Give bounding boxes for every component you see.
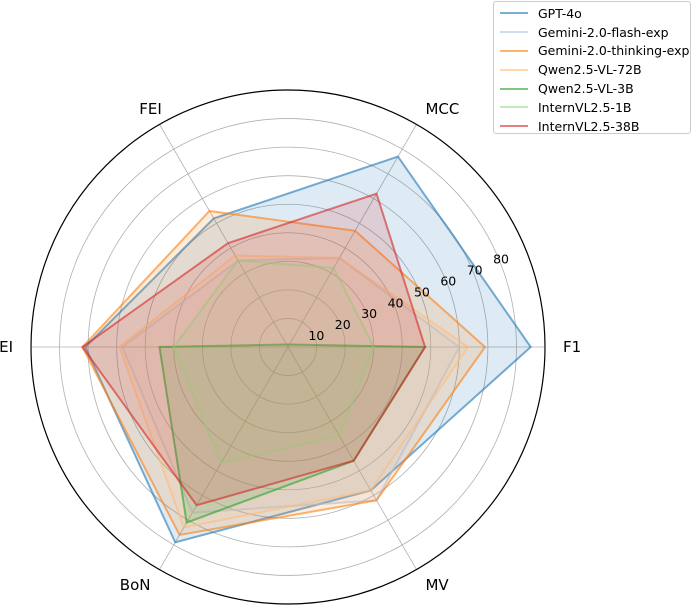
radial-tick-label: 60 xyxy=(440,273,456,288)
radial-tick-label: 70 xyxy=(467,263,483,278)
spoke-mv xyxy=(287,346,417,570)
legend-item-gpt-4o: GPT-4o xyxy=(500,4,684,23)
axis-label-bon: BoN xyxy=(120,576,151,594)
legend-swatch xyxy=(500,49,528,52)
legend-swatch xyxy=(500,106,528,109)
series-line-internvl2-5-38b xyxy=(81,192,427,507)
axis-label-aei: AEI xyxy=(0,338,13,356)
spoke-mcc xyxy=(287,124,417,348)
series-fill-qwen2-5-vl-72b xyxy=(119,255,468,528)
radial-tick-label: 40 xyxy=(388,295,404,310)
series-line-qwen2-5-vl-72b xyxy=(118,254,470,529)
legend-label: Gemini-2.0-flash-exp xyxy=(538,24,669,40)
legend-swatch xyxy=(500,68,528,71)
series-fill-gemini-2-0-thinking-exp xyxy=(82,210,486,535)
axis-label-fei: FEI xyxy=(139,100,162,118)
axis-label-mv: MV xyxy=(425,576,449,594)
series-fill-gemini-2-0-flash-exp xyxy=(122,257,460,513)
spoke-fei xyxy=(159,124,289,348)
legend-item-gemini-2-0-thinking-exp: Gemini-2.0-thinking-exp xyxy=(500,42,689,61)
axis-label-mcc: MCC xyxy=(425,100,459,118)
legend-label: GPT-4o xyxy=(538,5,582,21)
legend-label: InternVL2.5-1B xyxy=(538,99,632,115)
radial-tick-label: 80 xyxy=(493,252,509,267)
legend-item-gemini-2-0-flash-exp: Gemini-2.0-flash-exp xyxy=(500,23,684,42)
legend-swatch xyxy=(500,31,528,34)
outer-frame xyxy=(30,89,546,605)
spoke-bon xyxy=(159,346,289,570)
series-fill-qwen2-5-vl-3b xyxy=(159,344,426,523)
chart-legend: GPT-4o Gemini-2.0-flash-exp Gemini-2.0-thi… xyxy=(493,1,691,134)
axis-label-f1: F1 xyxy=(563,338,581,356)
radar-labels: 10 20 30 40 50 60 70 80 F1 MCC FEI AEI BoN MV xyxy=(0,100,581,594)
legend-swatch xyxy=(500,12,528,15)
series-fill-internvl2-5-1b xyxy=(173,260,374,464)
legend-label: InternVL2.5-38B xyxy=(538,118,640,134)
legend-swatch xyxy=(500,125,528,128)
legend-item-qwen2-5-vl-3b: Qwen2.5-VL-3B xyxy=(500,79,684,98)
radial-tick-label: 20 xyxy=(335,317,351,332)
legend-swatch xyxy=(500,87,528,90)
legend-label: Qwen2.5-VL-72B xyxy=(538,62,642,78)
series-line-internvl2-5-1b xyxy=(172,259,375,465)
legend-item-qwen2-5-vl-72b: Qwen2.5-VL-72B xyxy=(500,60,684,79)
legend-label: Gemini-2.0-thinking-exp xyxy=(538,43,690,59)
radial-tick-label: 50 xyxy=(414,284,430,299)
radial-tick-label: 10 xyxy=(308,328,324,343)
legend-item-internvl2-5-1b: InternVL2.5-1B xyxy=(500,98,684,117)
series-fill-internvl2-5-38b xyxy=(82,193,426,506)
legend-label: Qwen2.5-VL-3B xyxy=(538,81,634,97)
radial-tick-label: 30 xyxy=(361,306,377,321)
radar-series xyxy=(81,155,533,544)
legend-item-internvl2-5-38b: InternVL2.5-38B xyxy=(500,117,684,136)
